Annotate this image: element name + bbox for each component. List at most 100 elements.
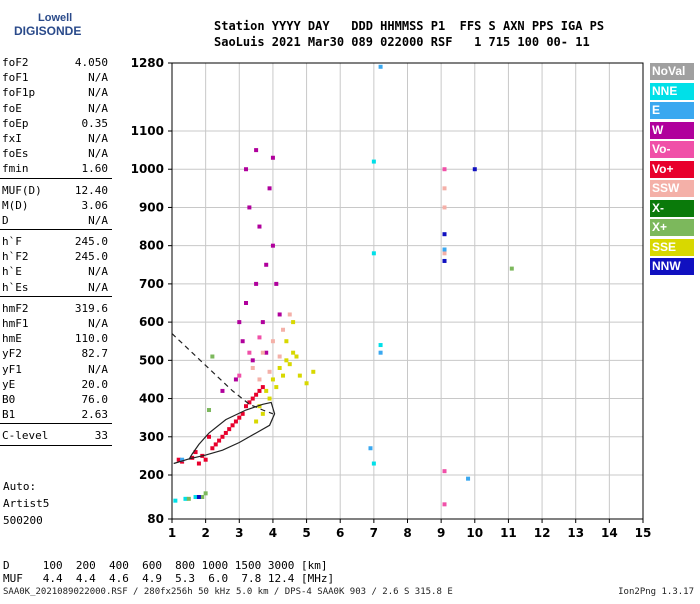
param-row: h`Es N/A (0, 280, 112, 295)
x-tick-label: 6 (336, 526, 344, 540)
data-point (442, 251, 447, 256)
param-row: fmin 1.60 (0, 161, 112, 176)
data-point (240, 339, 245, 344)
muf-table-distances: D 100 200 400 600 800 1000 1500 3000 [km… (3, 559, 328, 572)
data-point (210, 354, 215, 359)
param-separator (0, 177, 112, 183)
data-point (442, 205, 447, 210)
data-point (297, 373, 302, 378)
data-point (287, 362, 292, 367)
x-tick-label: 5 (302, 526, 310, 540)
param-row: foEs N/A (0, 146, 112, 161)
y-tick-label: 1280 (131, 56, 164, 70)
param-name: D (2, 213, 9, 227)
data-point (183, 496, 188, 501)
footer-file-info: SAA0K_2021089022000.RSF / 280fx256h 50 k… (3, 587, 453, 597)
data-point (264, 262, 269, 267)
param-separator (0, 444, 112, 450)
y-tick-label: 1100 (131, 124, 164, 138)
param-value: N/A (88, 101, 108, 115)
param-value: N/A (88, 213, 108, 227)
data-point (291, 350, 296, 355)
data-point (281, 327, 286, 332)
param-row: foEp 0.35 (0, 116, 112, 131)
x-tick-label: 12 (534, 526, 551, 540)
x-tick-label: 10 (466, 526, 483, 540)
param-name: foF1 (2, 71, 29, 85)
param-name: foE (2, 101, 22, 115)
legend-item: W (650, 121, 694, 139)
y-tick-label: 900 (139, 200, 164, 214)
data-point (257, 388, 262, 393)
data-point (267, 369, 272, 374)
data-point (264, 388, 269, 393)
data-point (281, 373, 286, 378)
data-point (207, 408, 212, 413)
param-value: N/A (88, 147, 108, 161)
data-point (254, 419, 259, 424)
param-name: h`E (2, 265, 22, 279)
data-point (466, 476, 471, 481)
y-tick-label: 700 (139, 277, 164, 291)
data-point (509, 266, 514, 271)
param-value: 0.35 (81, 116, 109, 130)
param-row: MUF(D) 12.40 (0, 183, 112, 198)
data-point (284, 358, 289, 363)
legend-item: X- (650, 199, 694, 217)
data-point (186, 496, 191, 501)
param-row: h`F 245.0 (0, 234, 112, 249)
data-point (442, 232, 447, 237)
data-point (368, 446, 373, 451)
data-point (227, 427, 232, 432)
data-point (378, 350, 383, 355)
param-value: N/A (88, 71, 108, 85)
auto-label: Auto: (3, 480, 37, 493)
param-value: N/A (88, 280, 108, 294)
param-value: 76.0 (81, 392, 109, 406)
data-point (277, 365, 282, 370)
data-point (267, 186, 272, 191)
logo-digisonde: DIGISONDE (14, 24, 82, 38)
data-point (250, 396, 255, 401)
data-point (294, 354, 299, 359)
data-point (230, 423, 235, 428)
data-point (257, 404, 262, 409)
data-point (277, 354, 282, 359)
param-name: foEp (2, 116, 29, 130)
data-point (442, 186, 447, 191)
param-row: foF1 N/A (0, 70, 112, 85)
data-point (257, 377, 262, 382)
param-row: h`E N/A (0, 264, 112, 279)
legend-item: NoVal (650, 63, 694, 80)
param-name: C-level (2, 429, 49, 443)
x-tick-label: 11 (500, 526, 517, 540)
param-row: hmE 110.0 (0, 331, 112, 346)
param-row: B0 76.0 (0, 392, 112, 407)
data-point (244, 404, 249, 409)
x-tick-label: 8 (403, 526, 411, 540)
param-separator (0, 295, 112, 301)
param-name: hmF2 (2, 301, 29, 315)
param-row: foE N/A (0, 101, 112, 116)
plot-frame (171, 62, 644, 520)
data-point (233, 377, 238, 382)
y-tick-label: 600 (139, 315, 164, 329)
data-point (371, 159, 376, 164)
data-point (472, 167, 477, 172)
x-tick-label: 15 (635, 526, 652, 540)
data-point (311, 369, 316, 374)
x-tick-label: 4 (269, 526, 277, 540)
header-line-1: Station YYYY DAY DDD HHMMSS P1 FFS S AXN… (214, 19, 605, 33)
data-point (260, 320, 265, 325)
data-point (371, 251, 376, 256)
data-point (270, 377, 275, 382)
param-name: MUF(D) (2, 183, 42, 197)
data-point (254, 148, 259, 153)
param-name: yE (2, 377, 16, 391)
data-point (270, 155, 275, 160)
data-point (274, 281, 279, 286)
x-tick-label: 14 (601, 526, 618, 540)
param-value: 3.06 (81, 198, 109, 212)
param-value: 33 (94, 429, 108, 443)
